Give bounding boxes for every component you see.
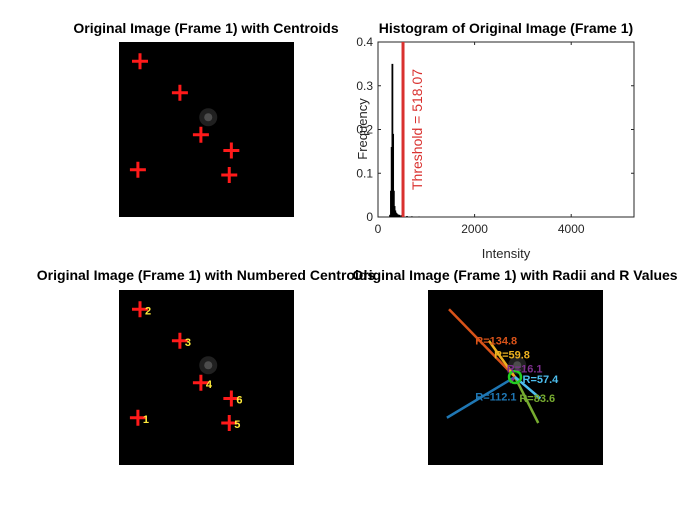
image-spot-core <box>204 361 213 370</box>
centroid-number-4: 4 <box>206 379 213 391</box>
radius-label-6: R=57.4 <box>523 374 560 386</box>
centroid-markers <box>129 53 240 183</box>
panel-title-centroids: Original Image (Frame 1) with Centroids <box>73 20 338 36</box>
radius-label-3: R=59.8 <box>494 349 530 361</box>
histogram-bar-6 <box>392 190 395 217</box>
histogram-marks: Threshold = 518.07 0 2000 4000 0 0.1 0.2 0.3 0.4 <box>356 35 634 236</box>
y-tick-label-1: 0 <box>366 210 373 224</box>
y-tick-label-4: 0.3 <box>356 79 373 93</box>
y-axis-label: Frequency <box>355 98 370 160</box>
histogram-bar-11 <box>396 214 399 217</box>
histogram-axes <box>377 41 635 218</box>
panel-histogram: Threshold = 518.07 0 2000 4000 0 0.1 0.2 0.3 0.4… <box>355 20 635 261</box>
panel-title-numbered-centroids: Original Image (Frame 1) with Numbered C… <box>37 267 376 283</box>
panel-centroids: Original Image (Frame 1) with Centroids <box>73 20 339 217</box>
center-circle <box>507 369 523 385</box>
centroid-number-3: 3 <box>185 337 191 349</box>
histogram-bar-10 <box>395 213 398 217</box>
radius-line-1 <box>446 375 516 419</box>
image-spot-core <box>204 113 213 122</box>
radius-label-4: R=16.1 <box>507 363 543 375</box>
histogram-bar-16 <box>410 216 413 217</box>
y-tick-label-5: 0.4 <box>356 35 373 49</box>
radius-line-3 <box>487 340 517 378</box>
x-tick-label-3: 4000 <box>558 222 585 236</box>
image-spot-core <box>513 361 522 370</box>
panel-title-histogram: Histogram of Original Image (Frame 1) <box>379 20 633 36</box>
x-tick-label-2: 2000 <box>461 222 488 236</box>
threshold-label: Threshold = 518.07 <box>409 69 425 190</box>
radius-label-1: R=112.1 <box>475 391 516 403</box>
y-tick-label-2: 0.1 <box>356 166 373 180</box>
x-axis-label: Intensity <box>482 246 531 261</box>
histogram-bar-13 <box>400 215 403 217</box>
radii-lines: R=112.1 R=134.8 R=59.8 R=16.1 R=83.6 R=57.4 <box>446 308 560 424</box>
centroid-number-1: 1 <box>143 414 149 426</box>
histogram-bar-12 <box>398 214 401 217</box>
image-frame-1-numbered <box>119 290 294 465</box>
centroid-number-6: 6 <box>236 395 242 407</box>
histogram-bar-15 <box>406 216 408 217</box>
radius-label-5: R=83.6 <box>519 393 555 405</box>
y-tick-label-3: 0.2 <box>356 123 373 137</box>
panel-radii: R=112.1 R=134.8 R=59.8 R=16.1 R=83.6 R=57.4 O… <box>352 267 678 465</box>
histogram-bar-5 <box>392 133 395 217</box>
panel-title-radii: Original Image (Frame 1) with Radii and … <box>352 267 677 283</box>
radius-line-2 <box>448 308 516 378</box>
numbered-centroid-markers: 1 2 3 4 5 6 <box>129 301 242 431</box>
radius-line-5 <box>513 376 540 424</box>
image-frame-1 <box>119 42 294 217</box>
centroid-number-5: 5 <box>234 419 240 431</box>
radius-label-2: R=134.8 <box>475 335 517 347</box>
panel-numbered-centroids: 1 2 3 4 5 6 Original Image (Frame 1) with Num… <box>37 267 376 465</box>
x-tick-label-1: 0 <box>375 222 382 236</box>
centroid-number-2: 2 <box>145 305 151 317</box>
